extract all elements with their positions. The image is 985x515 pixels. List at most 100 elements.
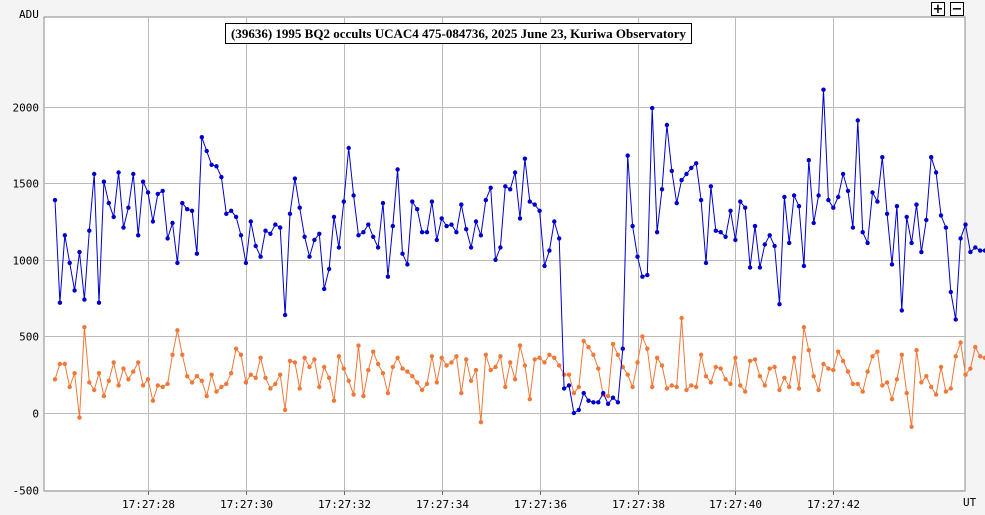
data-point	[508, 187, 513, 192]
data-point	[57, 361, 63, 367]
data-point	[880, 155, 885, 160]
data-point	[821, 361, 826, 367]
data-point	[410, 199, 415, 204]
data-point	[439, 355, 444, 360]
data-point	[512, 170, 518, 175]
data-point	[180, 200, 185, 206]
data-point	[390, 223, 395, 229]
data-point	[875, 199, 880, 204]
data-point	[322, 286, 327, 292]
data-point	[875, 349, 880, 354]
data-point	[346, 378, 351, 383]
data-point	[973, 344, 978, 350]
data-point	[557, 236, 562, 241]
data-point	[581, 338, 586, 344]
data-point	[380, 371, 386, 376]
data-point	[356, 233, 361, 238]
data-point	[630, 384, 635, 390]
data-point	[434, 237, 439, 243]
x-tick-label: 17:27:30	[220, 498, 273, 511]
data-point	[302, 355, 307, 360]
data-point	[836, 194, 841, 200]
data-point	[914, 348, 919, 353]
data-point	[92, 387, 97, 393]
data-point	[258, 355, 263, 360]
data-point	[821, 87, 826, 92]
data-point	[654, 230, 660, 235]
data-point	[767, 366, 772, 371]
data-point	[336, 354, 342, 359]
data-point	[419, 387, 425, 393]
data-point	[96, 300, 102, 305]
data-point	[145, 377, 151, 382]
data-point	[933, 392, 939, 397]
data-point	[552, 219, 557, 224]
data-point	[723, 377, 728, 382]
data-point	[845, 369, 851, 374]
data-point	[96, 371, 102, 376]
data-point	[532, 202, 537, 207]
data-point	[175, 260, 180, 266]
data-point	[850, 381, 856, 387]
data-point	[248, 219, 253, 224]
y-tick-label: 500	[19, 331, 39, 344]
data-point	[111, 214, 116, 220]
data-point	[674, 200, 679, 206]
data-point	[273, 381, 278, 387]
data-point	[684, 387, 689, 393]
data-point	[385, 274, 391, 279]
chart-title: (39636) 1995 BQ2 occults UCAC4 475-08473…	[225, 23, 692, 44]
data-point	[278, 225, 283, 230]
data-point	[654, 355, 660, 360]
series-2	[52, 315, 985, 429]
data-point	[669, 383, 674, 388]
data-point	[503, 184, 508, 189]
data-point	[229, 208, 234, 213]
data-point	[933, 170, 939, 175]
data-point	[532, 357, 537, 362]
data-point	[831, 205, 836, 210]
data-point	[341, 199, 346, 204]
data-point	[302, 234, 307, 239]
data-point	[889, 262, 895, 267]
data-point	[698, 352, 704, 357]
data-point	[816, 387, 821, 393]
data-point	[248, 372, 253, 377]
data-point	[909, 424, 914, 429]
data-point	[953, 354, 958, 359]
data-point	[317, 231, 322, 236]
zoom-out-button[interactable]: −	[950, 1, 964, 17]
data-point	[801, 263, 807, 269]
data-point	[121, 225, 126, 230]
data-point	[679, 315, 684, 321]
data-point	[243, 260, 249, 266]
data-point	[351, 392, 356, 397]
data-point	[659, 187, 665, 192]
zoom-in-button[interactable]: +	[931, 1, 945, 17]
data-point	[713, 364, 718, 370]
data-point	[978, 248, 983, 253]
data-point	[982, 248, 985, 253]
data-point	[806, 348, 811, 353]
data-point	[214, 389, 219, 394]
data-point	[424, 381, 430, 387]
data-point	[116, 170, 121, 175]
data-point	[591, 352, 596, 357]
data-point	[605, 401, 611, 406]
y-tick-label: 1000	[13, 255, 40, 268]
data-point	[204, 148, 209, 154]
data-point	[743, 205, 748, 210]
data-point	[615, 352, 621, 357]
data-point	[816, 193, 821, 198]
x-tick-label: 17:27:28	[122, 498, 175, 511]
data-point	[273, 222, 278, 227]
data-point	[77, 249, 82, 255]
data-point	[473, 219, 479, 224]
data-point	[571, 390, 577, 396]
data-point	[581, 390, 586, 396]
data-point	[537, 355, 542, 360]
data-point	[483, 352, 488, 357]
data-point	[557, 363, 562, 368]
data-point	[77, 415, 82, 420]
data-point	[351, 193, 356, 198]
